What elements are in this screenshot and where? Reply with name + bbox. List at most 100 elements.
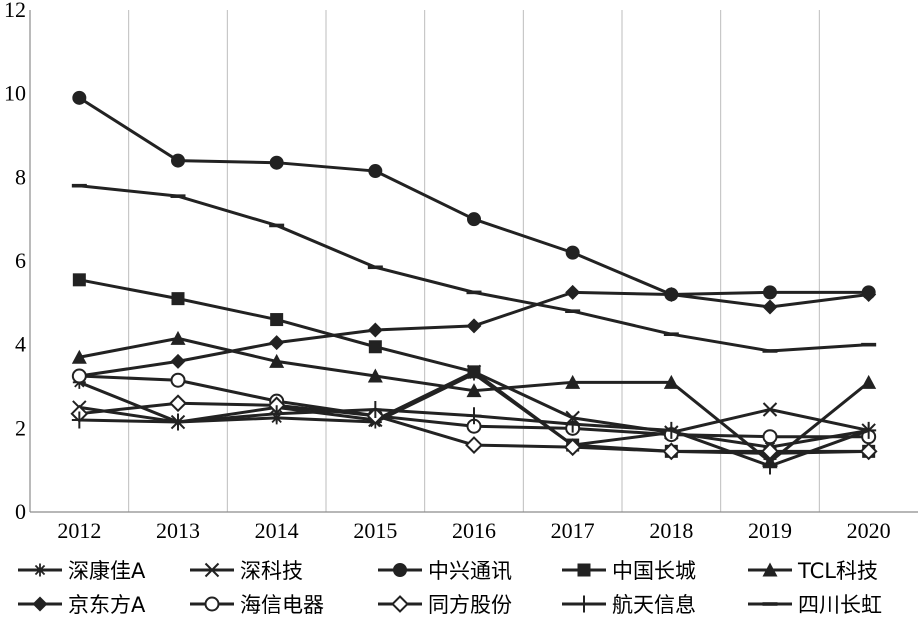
data-point <box>367 401 383 419</box>
data-point <box>466 290 482 295</box>
data-point <box>762 402 778 417</box>
legend-item: 航天信息 <box>562 593 696 617</box>
data-point <box>368 340 382 354</box>
data-point <box>467 212 481 227</box>
data-point <box>169 394 187 413</box>
legend-label: 海信电器 <box>240 593 324 617</box>
data-point <box>565 415 581 433</box>
x-tick-label: 2015 <box>353 518 397 543</box>
legend-item: 同方股份 <box>378 593 512 617</box>
data-point <box>467 365 481 379</box>
data-point <box>565 284 581 300</box>
data-point <box>171 153 185 168</box>
series-9 <box>71 401 877 475</box>
legend-label: 同方股份 <box>428 593 512 617</box>
data-point <box>170 413 186 431</box>
legend-marker <box>576 595 592 613</box>
legend-label: 深康佳A <box>68 559 146 583</box>
legend-label: 四川长虹 <box>798 593 882 617</box>
data-point <box>170 194 186 198</box>
legend-marker <box>32 596 48 612</box>
x-tick-label: 2013 <box>156 518 200 543</box>
data-point <box>762 429 778 445</box>
x-tick-label: 2020 <box>847 518 891 543</box>
data-point <box>859 442 878 461</box>
legend-label: 京东方A <box>68 593 146 617</box>
data-point <box>762 299 778 315</box>
data-point <box>663 421 679 439</box>
data-point <box>663 286 679 302</box>
data-point <box>367 265 383 270</box>
data-point <box>466 407 482 425</box>
legend-item: 中国长城 <box>562 559 696 583</box>
x-tick-label: 2012 <box>57 518 101 543</box>
data-point <box>170 353 186 369</box>
legend-item: 深科技 <box>190 559 303 583</box>
data-point <box>367 368 383 383</box>
data-point <box>565 374 581 389</box>
x-tick-label: 2017 <box>551 518 595 543</box>
data-point <box>466 383 482 398</box>
legend-marker <box>204 596 220 612</box>
data-point <box>763 285 777 300</box>
y-tick-label: 12 <box>4 0 26 22</box>
legend-label: 中兴通讯 <box>428 559 512 583</box>
legend-marker <box>393 563 407 577</box>
x-tick-label: 2016 <box>452 518 496 543</box>
y-tick-label: 0 <box>15 499 26 524</box>
y-tick-label: 6 <box>15 248 26 273</box>
legend-marker <box>577 563 591 577</box>
data-point <box>861 421 877 439</box>
data-point <box>662 442 681 461</box>
data-point <box>269 405 285 423</box>
legend-label: TCL科技 <box>797 559 878 583</box>
legend-label: 航天信息 <box>612 593 696 617</box>
data-point <box>861 374 877 389</box>
legend-label: 中国长城 <box>612 559 696 583</box>
data-point <box>170 372 186 388</box>
legend-marker <box>762 602 778 606</box>
data-point <box>565 245 580 260</box>
data-point <box>663 374 679 389</box>
data-point <box>762 349 778 353</box>
legend-label: 深科技 <box>240 559 303 583</box>
data-point <box>71 183 87 188</box>
data-point <box>565 309 581 313</box>
data-point <box>269 335 285 351</box>
legend-item: 京东方A <box>18 593 146 617</box>
data-point <box>465 436 483 454</box>
data-point <box>71 411 87 429</box>
data-point <box>466 318 482 334</box>
data-point <box>269 223 285 228</box>
data-point <box>170 330 186 345</box>
data-point <box>72 273 86 287</box>
y-tick-label: 4 <box>15 332 26 357</box>
data-point <box>171 292 185 306</box>
x-tick-label: 2018 <box>649 518 693 543</box>
legend-marker <box>762 562 778 577</box>
data-point <box>368 164 383 179</box>
series-line <box>78 96 869 296</box>
data-point <box>563 438 582 457</box>
y-tick-label: 2 <box>15 415 26 440</box>
series-line <box>79 290 869 378</box>
data-point <box>71 368 87 384</box>
legend-item: 深康佳A <box>18 559 146 583</box>
legend-item: 海信电器 <box>190 593 324 617</box>
data-point <box>663 332 679 337</box>
x-tick-label: 2014 <box>255 518 299 543</box>
chart-axes: 0 2 4 6 8 10 12 2012 2013 2014 2015 2016 2017 2018 201… <box>4 0 918 543</box>
series-3 <box>72 90 876 302</box>
data-point <box>861 286 877 302</box>
data-point <box>861 342 877 347</box>
data-point <box>367 322 383 338</box>
legend-marker <box>391 595 409 613</box>
data-point <box>762 457 778 475</box>
legend-marker <box>204 562 220 578</box>
chart-grid <box>128 10 820 512</box>
legend-item: 四川长虹 <box>748 593 882 617</box>
data-point <box>269 155 284 170</box>
x-tick-label: 2019 <box>748 518 792 543</box>
